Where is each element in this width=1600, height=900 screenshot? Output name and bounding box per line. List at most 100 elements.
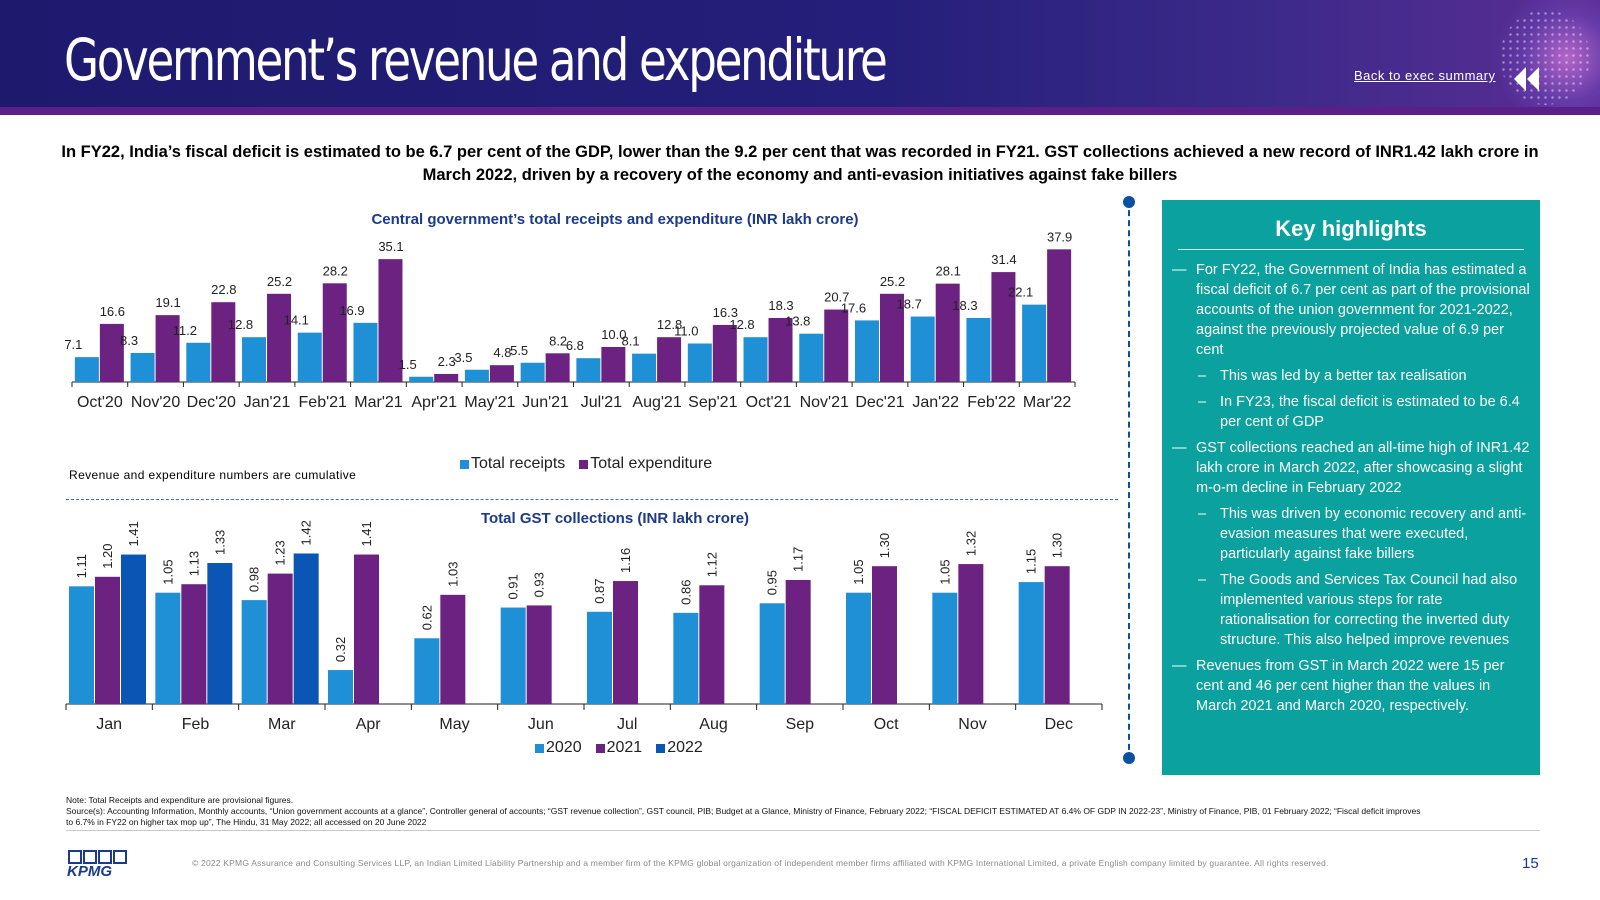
data-label: 1.41 bbox=[359, 521, 374, 546]
data-label: 1.05 bbox=[160, 559, 175, 584]
data-label: 12.8 bbox=[228, 317, 253, 332]
data-label: 35.1 bbox=[378, 239, 403, 254]
receipts-bar bbox=[409, 376, 434, 382]
x-tick-label: Jan'22 bbox=[912, 394, 959, 411]
x-tick-label: Aug bbox=[699, 716, 727, 733]
highlight-sub-bullet: In FY23, the fiscal deficit is estimated… bbox=[1172, 392, 1532, 432]
receipts-bar bbox=[576, 358, 601, 382]
section-divider bbox=[66, 499, 1118, 500]
header-dot-pattern bbox=[1500, 10, 1590, 105]
x-tick-label: Dec'21 bbox=[855, 394, 904, 411]
expenditure-bar bbox=[545, 353, 570, 382]
data-label: 8.2 bbox=[549, 333, 567, 348]
expenditure-bar bbox=[489, 365, 514, 382]
receipts-bar bbox=[966, 317, 991, 382]
highlight-bullet: For FY22, the Government of India has es… bbox=[1172, 260, 1532, 360]
gst-bar-2021 bbox=[181, 584, 207, 704]
back-to-exec-summary-link[interactable]: Back to exec summary bbox=[1354, 68, 1496, 83]
gst-bar-2021 bbox=[440, 594, 466, 704]
data-label: 1.30 bbox=[1050, 533, 1065, 558]
gst-bar-2021 bbox=[354, 554, 379, 704]
data-label: 1.5 bbox=[399, 357, 417, 372]
highlights-list: For FY22, the Government of India has es… bbox=[1172, 260, 1532, 722]
kpmg-logo: KPMG bbox=[67, 850, 127, 877]
data-label: 1.05 bbox=[937, 559, 952, 584]
receipts-bar bbox=[242, 337, 267, 382]
highlight-sub-bullet: The Goods and Services Tax Council had a… bbox=[1172, 570, 1532, 650]
gst-bar-2020 bbox=[932, 592, 958, 704]
key-highlights-title: Key highlights bbox=[1275, 216, 1427, 241]
receipts-chart-title: Central government’s total receipts and … bbox=[371, 211, 859, 228]
x-tick-label: Aug'21 bbox=[632, 394, 681, 411]
gst-bar-2020 bbox=[846, 592, 871, 704]
data-label: 13.8 bbox=[785, 314, 810, 329]
receipts-bar bbox=[520, 362, 545, 382]
data-label: 1.20 bbox=[100, 543, 115, 568]
data-label: 37.9 bbox=[1047, 229, 1072, 244]
x-tick-label: May bbox=[439, 716, 469, 733]
x-tick-label: Jul bbox=[617, 716, 637, 733]
data-label: 17.6 bbox=[841, 300, 866, 315]
double-chevron-left-icon[interactable] bbox=[1512, 64, 1542, 94]
gst-chart-title: Total GST collections (INR lakh crore) bbox=[480, 510, 750, 527]
receipts-bar bbox=[297, 332, 322, 382]
data-label: 12.8 bbox=[729, 317, 754, 332]
data-label: 16.9 bbox=[339, 303, 364, 318]
x-tick-label: Nov'20 bbox=[131, 394, 180, 411]
page-title: Government’s revenue and expenditure bbox=[64, 26, 888, 94]
data-label: 10.0 bbox=[601, 327, 626, 342]
header-banner: Government’s revenue and expenditure Bac… bbox=[0, 0, 1600, 115]
expenditure-bar bbox=[322, 283, 347, 382]
gst-bar-2022 bbox=[121, 554, 146, 704]
data-label: 28.2 bbox=[323, 263, 348, 278]
data-label: 0.91 bbox=[506, 574, 521, 599]
data-label: 0.86 bbox=[678, 580, 693, 605]
header-decoration bbox=[1490, 0, 1600, 115]
receipts-bar bbox=[687, 343, 712, 382]
expenditure-bar bbox=[378, 259, 403, 382]
expenditure-bar bbox=[155, 315, 180, 382]
x-tick-label: Sep bbox=[786, 716, 815, 733]
highlight-bullet: GST collections reached an all-time high… bbox=[1172, 438, 1532, 498]
data-label: 1.03 bbox=[445, 562, 460, 587]
gst-bar-2020 bbox=[587, 611, 612, 704]
gst-bar-2021 bbox=[699, 585, 725, 704]
gst-bar-2021 bbox=[872, 566, 897, 704]
data-label: 31.4 bbox=[991, 252, 1016, 267]
x-tick-label: Mar'22 bbox=[1023, 394, 1072, 411]
data-label: 3.5 bbox=[454, 350, 472, 365]
data-label: 22.1 bbox=[1008, 285, 1033, 300]
expenditure-bar bbox=[879, 293, 904, 382]
expenditure-bar bbox=[601, 347, 626, 382]
legend-item-receipts: Total receipts bbox=[460, 455, 565, 473]
data-label: 11.2 bbox=[173, 323, 197, 338]
receipts-bar bbox=[632, 353, 657, 382]
data-label: 22.8 bbox=[211, 282, 236, 297]
cumulative-note: Revenue and expenditure numbers are cumu… bbox=[69, 468, 357, 482]
data-label: 0.98 bbox=[247, 567, 262, 592]
data-label: 1.41 bbox=[126, 521, 141, 546]
gst-bar-2020 bbox=[500, 607, 526, 704]
x-tick-label: Mar bbox=[268, 716, 296, 733]
x-tick-label: Apr'21 bbox=[411, 394, 457, 411]
x-tick-label: Oct'20 bbox=[77, 394, 123, 411]
panel-rule bbox=[1178, 249, 1524, 250]
x-tick-label: Nov bbox=[958, 716, 986, 733]
gst-bar-2021 bbox=[526, 605, 552, 704]
receipts-chart-legend: Total receipts Total expenditure bbox=[460, 455, 712, 473]
x-tick-label: Feb bbox=[182, 716, 210, 733]
gst-collections-chart: 1.11 1.20 1.41 Jan 1.05 1.13 1.33 Feb 0.98 1.23 1.… bbox=[65, 520, 1103, 733]
expenditure-bar bbox=[267, 293, 292, 382]
data-label: 1.32 bbox=[963, 531, 978, 556]
data-label: 19.1 bbox=[155, 295, 180, 310]
gst-bar-2021 bbox=[613, 581, 638, 704]
x-tick-label: Jan'21 bbox=[244, 394, 291, 411]
data-label: 12.8 bbox=[657, 317, 682, 332]
key-highlights-panel: Key highlights For FY22, the Government … bbox=[1162, 200, 1540, 775]
data-label: 18.3 bbox=[952, 298, 977, 313]
footer-rule bbox=[66, 830, 1540, 831]
gst-bar-2020 bbox=[414, 638, 440, 704]
data-label: 16.3 bbox=[713, 305, 738, 320]
x-tick-label: Oct'21 bbox=[746, 394, 792, 411]
gst-chart-legend: 2020 2021 2022 bbox=[535, 739, 703, 757]
